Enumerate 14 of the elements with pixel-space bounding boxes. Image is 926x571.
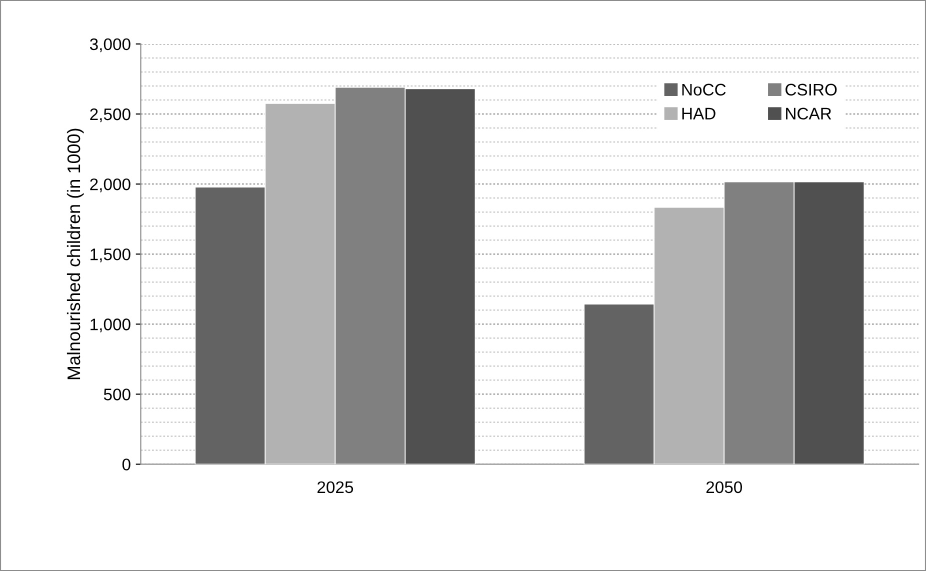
- y-tick-label: 2,000: [90, 178, 130, 192]
- legend-label: HAD: [682, 108, 716, 120]
- y-tick-label: 3,000: [90, 38, 130, 52]
- y-axis-title: Malnourished children (in 1000): [66, 128, 84, 380]
- y-tick-label: 1,500: [90, 248, 130, 262]
- y-tick-label: 0: [122, 458, 130, 470]
- x-tick-label: 2025: [318, 481, 354, 494]
- legend-label: NCAR: [786, 108, 832, 120]
- y-tick-label: 1,000: [90, 318, 130, 332]
- x-tick-label: 2050: [706, 481, 742, 494]
- y-tick-label: 500: [104, 388, 130, 400]
- y-tick-label: 2,500: [90, 108, 130, 122]
- legend-label: NoCC: [682, 84, 726, 96]
- legend-label: CSIRO: [786, 84, 837, 96]
